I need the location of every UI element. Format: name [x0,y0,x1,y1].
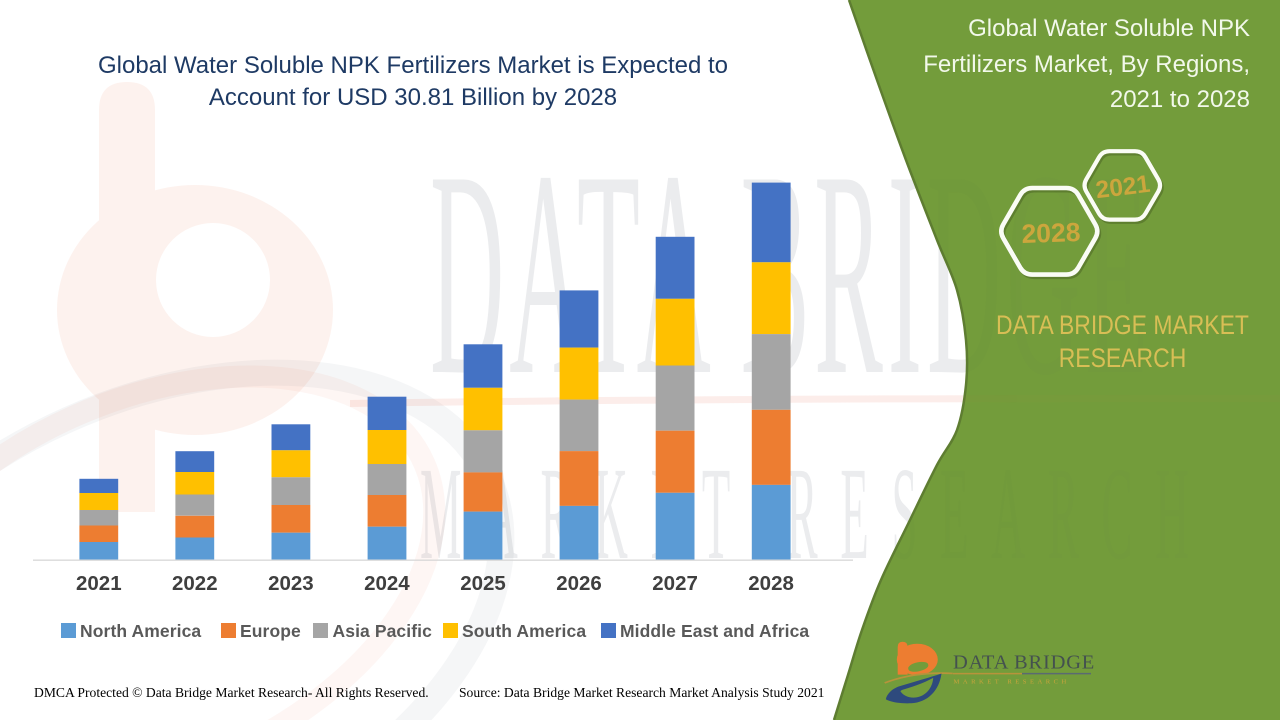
svg-text:DATA BRIDGE: DATA BRIDGE [953,652,1095,674]
svg-text:MARKET RESEARCH: MARKET RESEARCH [954,679,1070,686]
